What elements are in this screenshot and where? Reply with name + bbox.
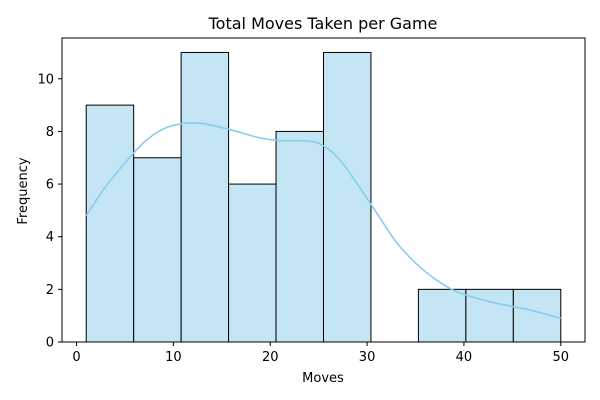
y-tick-label: 0 — [46, 336, 54, 351]
y-axis-label: Frequency — [16, 157, 31, 224]
x-tick-label: 0 — [72, 350, 80, 365]
histogram-bar — [180, 51, 230, 343]
axes-frame — [61, 37, 586, 343]
y-tick-label: 2 — [46, 283, 54, 298]
chart-title: Total Moves Taken per Game — [208, 14, 438, 33]
x-tick-label: 40 — [456, 350, 473, 365]
kde-layer — [85, 122, 561, 320]
y-tick-label: 6 — [46, 178, 54, 193]
bars-layer — [85, 51, 562, 343]
y-ticks: 0 2 4 6 8 10 — [37, 72, 62, 351]
y-tick-label: 10 — [37, 72, 54, 87]
histogram-bar — [417, 288, 467, 343]
kde-line — [85, 122, 561, 320]
x-tick-label: 10 — [165, 350, 182, 365]
histogram-bar — [323, 51, 372, 343]
histogram-bar — [275, 130, 325, 343]
x-ticks: 0 10 20 30 40 50 — [72, 342, 569, 365]
x-tick-label: 50 — [553, 350, 570, 365]
y-tick-label: 8 — [46, 125, 54, 140]
x-axis-label: Moves — [302, 371, 344, 386]
histogram-bar — [228, 183, 277, 343]
histogram-bar — [85, 104, 135, 343]
histogram-bar — [133, 157, 182, 343]
y-tick-label: 4 — [46, 230, 54, 245]
x-tick-label: 20 — [262, 350, 279, 365]
x-tick-label: 30 — [359, 350, 376, 365]
